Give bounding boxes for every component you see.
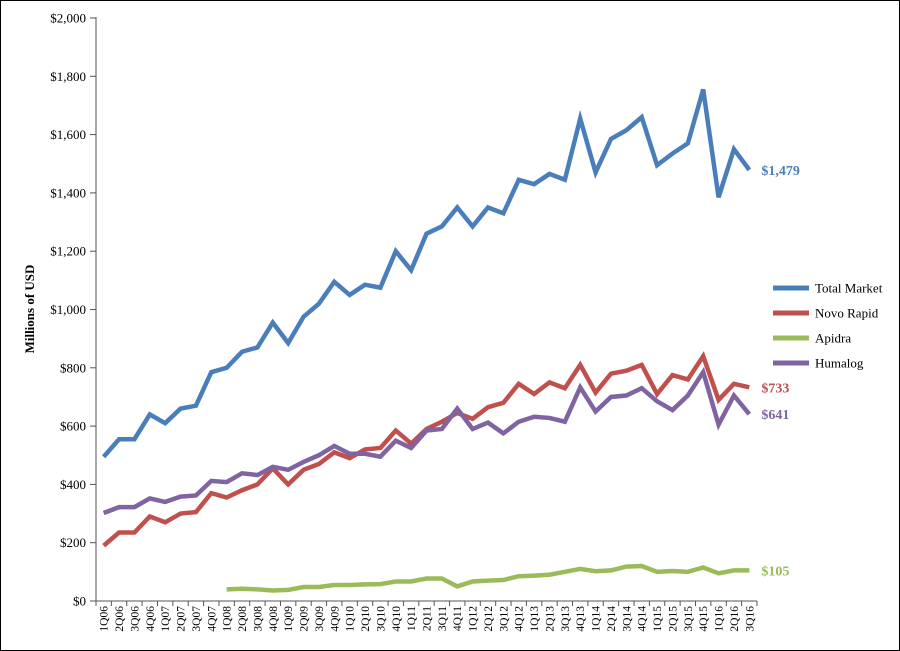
x-tick-label: 4Q07 xyxy=(206,606,218,632)
x-tick-label: 4Q12 xyxy=(514,606,526,632)
x-tick-label: 3Q16 xyxy=(744,606,756,632)
end-value-label: $641 xyxy=(761,408,789,423)
x-tick-label: 1Q10 xyxy=(345,606,357,632)
x-tick-label: 3Q08 xyxy=(252,606,264,632)
y-tick-label: $1,000 xyxy=(50,302,86,317)
x-tick-label: 1Q16 xyxy=(714,606,726,632)
x-tick-label: 3Q12 xyxy=(498,606,510,632)
end-value-label: $105 xyxy=(761,564,789,579)
x-tick-label: 2Q16 xyxy=(729,606,741,632)
x-tick-label: 1Q12 xyxy=(468,606,480,632)
x-tick-label: 1Q13 xyxy=(529,606,541,632)
end-value-label: $1,479 xyxy=(761,164,800,179)
y-tick-label: $0 xyxy=(73,594,86,609)
legend-label: Total Market xyxy=(815,281,883,296)
x-tick-label: 4Q10 xyxy=(391,606,403,632)
y-tick-label: $1,800 xyxy=(50,69,86,84)
x-tick-label: 1Q11 xyxy=(406,606,418,631)
x-tick-label: 4Q09 xyxy=(329,606,341,632)
x-tick-label: 1Q06 xyxy=(99,606,111,632)
x-tick-label: 2Q10 xyxy=(360,606,372,632)
legend-label: Novo Rapid xyxy=(815,306,879,321)
x-tick-label: 3Q11 xyxy=(437,606,449,631)
series-line-novo-rapid xyxy=(102,351,750,548)
x-tick-label: 2Q06 xyxy=(114,606,126,632)
y-axis-label: Millions of USD xyxy=(22,265,37,354)
series-line-humalog xyxy=(102,366,752,516)
y-tick-label: $200 xyxy=(60,535,86,550)
series-lines xyxy=(101,88,752,593)
x-tick-label: 4Q13 xyxy=(575,606,587,632)
x-tick-label: 3Q09 xyxy=(314,606,326,632)
x-tick-label: 2Q12 xyxy=(483,606,495,632)
y-tick-label: $400 xyxy=(60,477,86,492)
x-axis-ticks: 1Q06 2Q06 3Q06 4Q06 1Q07 2Q07 3Q07 4Q07 1Q08 2Q08… xyxy=(95,601,758,632)
y-tick-label: $800 xyxy=(60,360,86,375)
end-labels: $1,479 $733 $105 $641 xyxy=(761,164,800,580)
y-axis-ticks: $0 $200 $400 $600 $800 $1,000 $1,200 $1,400 $1,6… xyxy=(50,11,96,609)
x-tick-label: 4Q11 xyxy=(452,606,464,631)
legend-label: Humalog xyxy=(815,356,864,371)
x-tick-label: 3Q10 xyxy=(375,606,387,632)
y-tick-label: $1,400 xyxy=(50,185,86,200)
x-tick-label: 1Q08 xyxy=(222,606,234,632)
x-tick-label: 4Q08 xyxy=(268,606,280,632)
end-value-label: $733 xyxy=(761,381,789,396)
x-tick-label: 4Q15 xyxy=(698,606,710,632)
x-tick-label: 4Q14 xyxy=(637,606,649,632)
x-tick-label: 3Q07 xyxy=(191,606,203,632)
x-tick-label: 3Q06 xyxy=(129,606,141,632)
x-tick-label: 2Q07 xyxy=(176,606,188,632)
series-line-total-market xyxy=(101,88,752,459)
x-tick-label: 2Q15 xyxy=(667,606,679,632)
x-tick-label: 2Q08 xyxy=(237,606,249,632)
x-tick-label: 2Q11 xyxy=(422,606,434,631)
x-tick-label: 2Q14 xyxy=(606,606,618,632)
y-tick-label: $1,200 xyxy=(50,244,86,259)
legend: Total Market Novo Rapid Apidra Humalog xyxy=(773,281,883,371)
x-tick-label: 2Q13 xyxy=(544,606,556,632)
x-tick-label: 1Q07 xyxy=(160,606,172,632)
y-tick-label: $1,600 xyxy=(50,127,86,142)
x-tick-label: 4Q06 xyxy=(145,606,157,632)
x-tick-label: 3Q13 xyxy=(560,606,572,632)
y-tick-label: $2,000 xyxy=(50,11,86,26)
x-tick-label: 1Q14 xyxy=(591,606,603,632)
x-tick-label: 2Q09 xyxy=(299,606,311,632)
x-tick-label: 1Q15 xyxy=(652,606,664,632)
legend-label: Apidra xyxy=(815,331,851,346)
y-tick-label: $600 xyxy=(60,419,86,434)
x-tick-label: 3Q14 xyxy=(621,606,633,632)
x-tick-label: 3Q15 xyxy=(683,606,695,632)
series-line-apidra xyxy=(226,563,750,593)
x-tick-label: 1Q09 xyxy=(283,606,295,632)
